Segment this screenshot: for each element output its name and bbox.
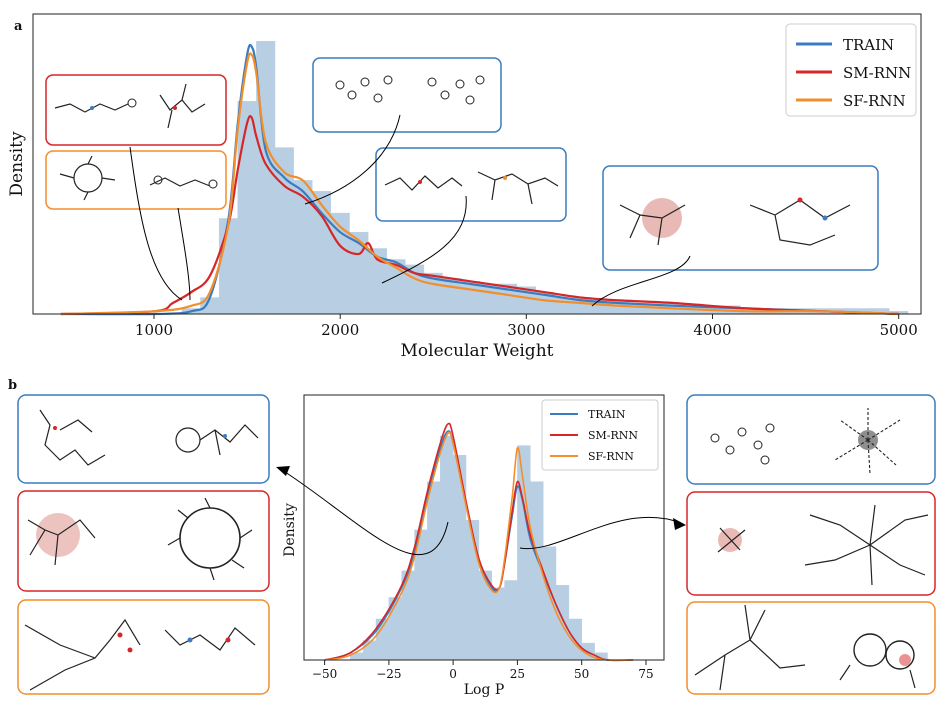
a-line-sm-rnn bbox=[60, 115, 899, 316]
a-xtick-label: 5000 bbox=[880, 321, 918, 339]
a-hist-bar bbox=[311, 191, 332, 315]
panel-b-y-axis-label: Density bbox=[282, 503, 298, 557]
panel-a-density-lines bbox=[60, 43, 899, 316]
b-xtick-label: 50 bbox=[574, 667, 589, 681]
panel-a-x-ticks: 1000 2000 3000 4000 5000 bbox=[135, 314, 918, 339]
panel-b-histogram bbox=[350, 435, 608, 661]
panel-b-axes-frame bbox=[303, 394, 665, 661]
b-hist-bar bbox=[542, 546, 557, 661]
panel-a-x-axis-label: Molecular Weight bbox=[401, 341, 554, 361]
a-hist-bar bbox=[554, 297, 574, 315]
b-hist-bar bbox=[452, 454, 467, 661]
b-hist-bar bbox=[491, 587, 505, 661]
legend-b-sfrnn-label: SF-RNN bbox=[588, 450, 634, 463]
b-xtick-label: −50 bbox=[312, 667, 337, 681]
legend-b-smrnn-label: SM-RNN bbox=[588, 429, 638, 442]
legend-a-train-label: TRAIN bbox=[843, 36, 894, 54]
a-hist-bar bbox=[442, 278, 462, 315]
legend-b-train-label: TRAIN bbox=[588, 408, 626, 421]
legend-a-sfrnn-label: SF-RNN bbox=[843, 92, 906, 110]
panel-a-y-axis-label: Density bbox=[7, 131, 27, 197]
a-hist-bar bbox=[256, 41, 276, 315]
panel-label-a: a bbox=[14, 19, 23, 34]
molecule-inset-blue-b-left bbox=[17, 394, 270, 484]
panel-b-annotation-arrows bbox=[281, 469, 682, 556]
molecule-inset-blue-a2 bbox=[375, 147, 567, 222]
a-hist-bar bbox=[330, 212, 350, 315]
b-xtick-label: 75 bbox=[638, 667, 653, 681]
b-xtick-label: 0 bbox=[449, 667, 457, 681]
a-xtick-label: 1000 bbox=[135, 321, 173, 339]
a-xtick-label: 4000 bbox=[693, 321, 731, 339]
molecule-inset-blue-a3 bbox=[602, 165, 879, 271]
panel-label-b: b bbox=[8, 378, 17, 393]
b-line-sf-rnn bbox=[324, 431, 634, 661]
a-line-sf-rnn bbox=[60, 52, 899, 316]
molecule-inset-red-b-right bbox=[686, 491, 936, 596]
a-hist-bar bbox=[460, 281, 481, 315]
panel-b-x-ticks: −50 −25 0 25 50 75 bbox=[312, 660, 654, 681]
b-hist-bar bbox=[517, 445, 531, 661]
arrowhead-right-b bbox=[673, 518, 686, 530]
molecule-inset-orange-b-right bbox=[686, 601, 936, 695]
panel-a-legend: TRAIN SM-RNN SF-RNN bbox=[785, 23, 917, 117]
panel-a-annotation-arrows bbox=[129, 114, 691, 307]
panel-a-axes-frame bbox=[32, 13, 922, 315]
b-hist-bar bbox=[440, 435, 454, 661]
panel-b-x-axis-label: Log P bbox=[464, 682, 505, 698]
a-hist-bar bbox=[218, 218, 239, 315]
a-xtick-label: 3000 bbox=[507, 321, 545, 339]
b-hist-bar bbox=[465, 520, 480, 661]
arrowhead-left-b bbox=[276, 466, 290, 476]
panel-b-density-lines bbox=[324, 422, 634, 662]
b-hist-bar bbox=[555, 585, 570, 661]
legend-a-smrnn-label: SM-RNN bbox=[843, 64, 911, 82]
panel-b-chart: −50 −25 0 25 50 75 Log P Density TRAIN SM-RNN… bbox=[17, 394, 936, 698]
a-hist-bar bbox=[237, 101, 257, 315]
molecule-inset-orange-a bbox=[45, 150, 227, 210]
molecule-inset-red-b-left bbox=[17, 490, 270, 592]
molecule-inset-red-a bbox=[45, 74, 227, 146]
a-hist-bar bbox=[293, 180, 313, 315]
b-xtick-label: −25 bbox=[376, 667, 401, 681]
a-xtick-label: 2000 bbox=[321, 321, 359, 339]
panel-b-legend: TRAIN SM-RNN SF-RNN bbox=[541, 399, 659, 471]
molecule-inset-orange-b-left bbox=[17, 599, 270, 695]
b-hist-bar bbox=[504, 580, 518, 661]
b-hist-bar bbox=[427, 481, 441, 661]
molecule-inset-blue-a1 bbox=[312, 57, 502, 133]
panel-a-chart: 1000 2000 3000 4000 5000 Molecular Weight De… bbox=[7, 13, 922, 361]
b-xtick-label: 25 bbox=[510, 667, 525, 681]
molecule-inset-blue-b-right bbox=[686, 394, 936, 485]
